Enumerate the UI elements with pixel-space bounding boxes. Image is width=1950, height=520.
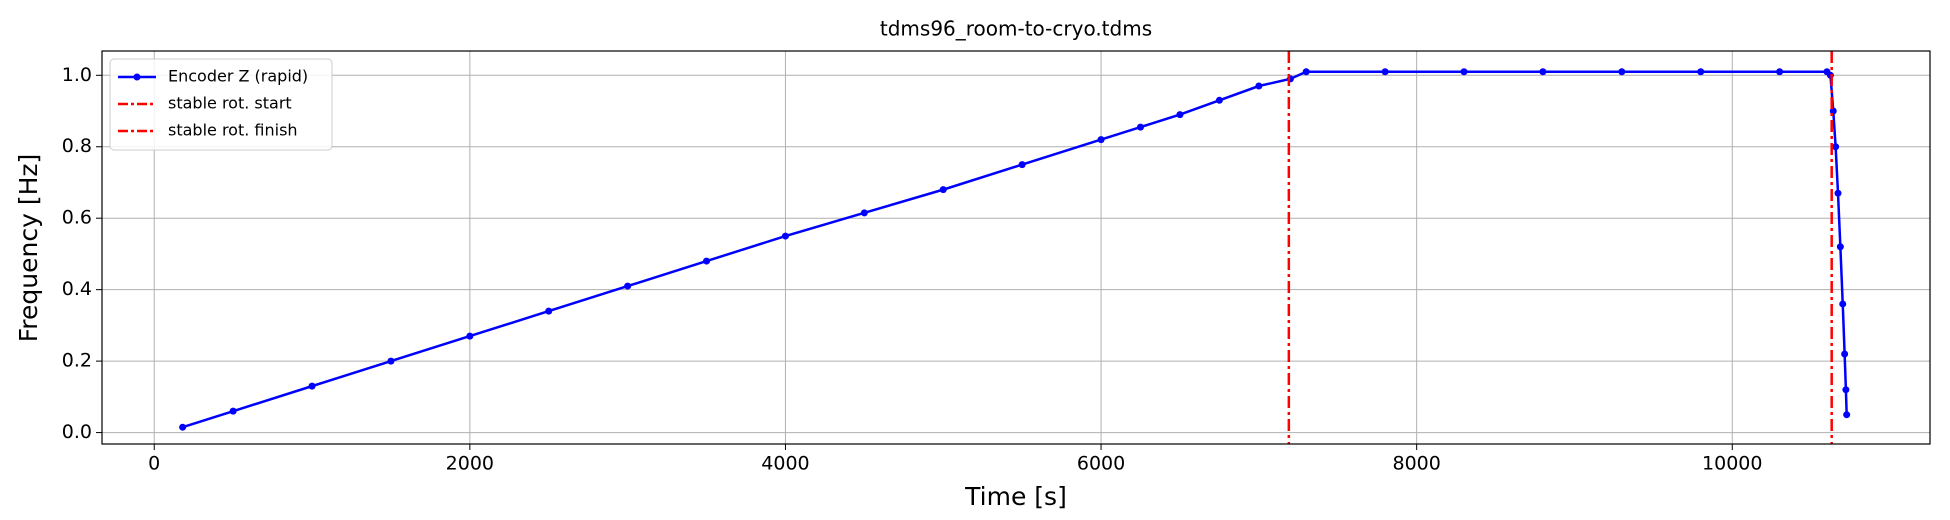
data-point	[545, 307, 553, 315]
data-point	[466, 332, 474, 340]
legend-label: Encoder Z (rapid)	[168, 67, 308, 86]
data-point	[1460, 68, 1468, 76]
y-tick-label: 0.2	[62, 350, 92, 372]
legend-label: stable rot. finish	[168, 121, 298, 140]
x-tick-label: 10000	[1702, 453, 1762, 475]
x-tick-label: 2000	[446, 453, 494, 475]
x-tick-label: 4000	[761, 453, 809, 475]
data-point	[1137, 123, 1145, 131]
data-point	[1097, 136, 1105, 144]
plot-frame	[101, 50, 1931, 445]
y-tick-label: 1.0	[62, 64, 92, 86]
data-point	[1832, 143, 1840, 151]
data-point	[1302, 68, 1310, 76]
y-axis-label: Frequency [Hz]	[14, 154, 43, 343]
data-point	[781, 232, 789, 240]
data-point	[1018, 161, 1026, 169]
data-point	[1618, 68, 1626, 76]
data-point	[1215, 96, 1223, 104]
legend-marker	[133, 73, 141, 81]
data-point	[1176, 111, 1184, 119]
x-axis-label: Time [s]	[964, 482, 1067, 511]
data-point	[387, 357, 395, 365]
data-point	[860, 209, 868, 217]
x-tick-label: 0	[148, 453, 160, 475]
y-tick-label: 0.6	[62, 207, 92, 229]
data-point	[1841, 350, 1849, 358]
data-point	[1839, 300, 1847, 308]
data-point	[1843, 411, 1851, 419]
data-point	[1842, 386, 1850, 394]
y-tick-label: 0.4	[62, 278, 92, 300]
legend-label: stable rot. start	[168, 94, 292, 113]
x-tick-label: 6000	[1077, 453, 1125, 475]
data-point	[1697, 68, 1705, 76]
x-tick-label: 8000	[1392, 453, 1440, 475]
data-point	[1381, 68, 1389, 76]
data-point	[1836, 243, 1844, 251]
chart-title: tdms96_room-to-cryo.tdms	[880, 17, 1152, 41]
data-point	[1829, 107, 1837, 115]
data-point	[229, 407, 237, 415]
data-point	[1776, 68, 1784, 76]
data-point	[1834, 189, 1842, 197]
data-point	[939, 186, 947, 194]
data-point	[624, 282, 632, 290]
data-point	[308, 382, 316, 390]
data-point	[1539, 68, 1547, 76]
y-tick-label: 0.0	[62, 421, 92, 443]
y-tick-label: 0.8	[62, 135, 92, 157]
data-point	[179, 423, 187, 431]
data-point	[1255, 82, 1263, 90]
legend-box	[109, 58, 333, 151]
data-point	[703, 257, 711, 265]
